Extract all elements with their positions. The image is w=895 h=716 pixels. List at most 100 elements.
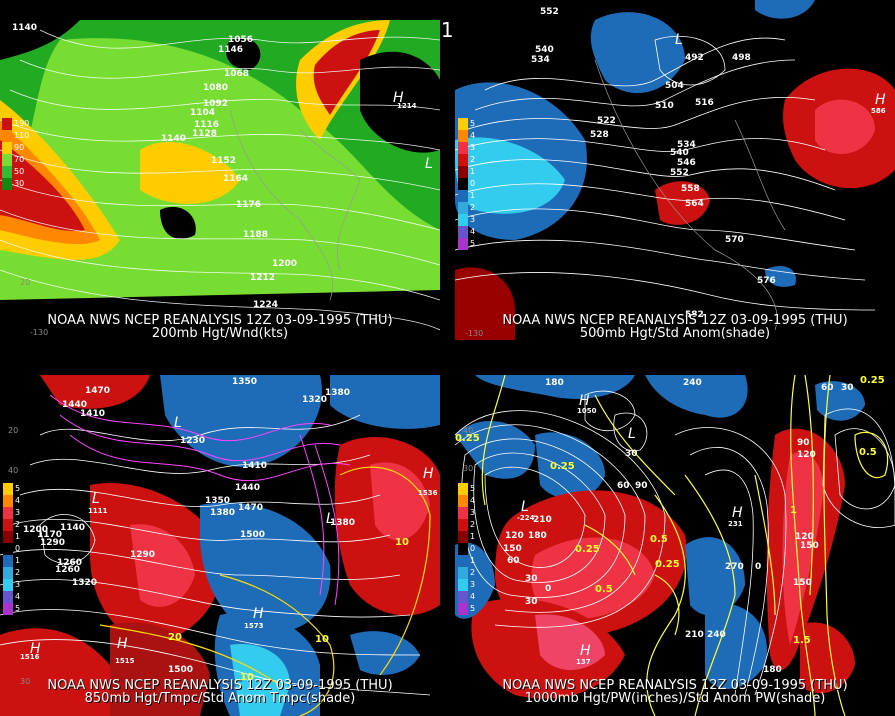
panel-caption-line1: NOAA NWS NCEP REANALYSIS 12Z 03-09-1995 … xyxy=(47,313,393,328)
legend-label: 4 xyxy=(15,496,21,505)
contour-label: 546 xyxy=(677,158,696,168)
contour-label: 60 xyxy=(507,556,520,566)
legend-label: 1 xyxy=(470,167,476,176)
legend-label: 0 xyxy=(15,544,21,553)
contour-label: 528 xyxy=(590,130,609,140)
contour-label: 534 xyxy=(677,140,696,150)
legend-label: 2 xyxy=(15,520,21,529)
contour-label: 150 xyxy=(800,541,819,551)
contour-label: 552 xyxy=(670,168,689,178)
contour-label: 30 xyxy=(841,383,854,393)
tick-label: 40 xyxy=(8,466,18,475)
contour-label: 1140 xyxy=(60,523,85,533)
legend-200mb: 190 110 90 70 50 30 xyxy=(2,118,29,190)
legend-label: 90 xyxy=(14,143,25,152)
center-value: 231 xyxy=(728,520,743,528)
legend-label: 5 xyxy=(470,604,476,613)
contour-label: 150 xyxy=(793,578,812,588)
legend-label: 5 xyxy=(15,604,21,613)
legend-label: 1 xyxy=(470,532,476,541)
panel-caption-line2: 500mb Hgt/Std Anom(shade) xyxy=(579,326,771,341)
contour-label: 1146 xyxy=(218,45,243,55)
panel-caption-line1: NOAA NWS NCEP REANALYSIS 12Z 03-09-1995 … xyxy=(47,678,393,693)
legend-label: 3 xyxy=(15,508,21,517)
contour-label: 30 xyxy=(525,597,538,607)
contour-label: 120 xyxy=(795,532,814,542)
legend-label: 1 xyxy=(15,532,21,541)
contour-label: 60 xyxy=(617,481,630,491)
contour-label: 1200 xyxy=(272,259,297,269)
contour-label: 1320 xyxy=(302,395,327,405)
center-value: 1050 xyxy=(577,407,597,415)
legend-850mb: 5 4 3 2 1 0 1 2 3 4 5 xyxy=(3,483,20,615)
contour-label: 534 xyxy=(531,55,550,65)
contour-label: 1212 xyxy=(250,273,275,283)
panel-caption-line2: 1000mb Hgt/PW(inches)/Std Anom PW(shade) xyxy=(524,691,826,706)
contour-label: 120 xyxy=(797,450,816,460)
legend-label: 4 xyxy=(470,496,476,505)
low-center: L xyxy=(521,499,529,515)
contour-label: 1152 xyxy=(211,156,236,166)
center-value: 137 xyxy=(576,658,591,666)
contour-label: 1410 xyxy=(242,461,267,471)
contour-label: 1140 xyxy=(12,23,37,33)
map-200mb: 20 -130 1056 1068 1080 1092 1104 1116 112… xyxy=(0,0,440,340)
contour-label: 1410 xyxy=(80,409,105,419)
legend-label: 50 xyxy=(14,167,25,176)
legend-label: 2 xyxy=(470,568,476,577)
tick-label: 20 xyxy=(8,426,18,435)
legend-label: 5 xyxy=(470,484,476,493)
contour-label: 540 xyxy=(670,148,689,158)
legend-label: 4 xyxy=(15,592,21,601)
tick-label: -120 xyxy=(585,329,603,338)
contour-label: 1380 xyxy=(210,508,235,518)
map-1000mb: 180 240 30 60 90 120 150 180 210 60 30 0… xyxy=(455,375,895,716)
legend-label: 5 xyxy=(15,484,21,493)
pw-label: 0.25 xyxy=(575,544,600,555)
legend-label: 4 xyxy=(470,131,476,140)
temp-label: 10 xyxy=(395,537,409,548)
contour-label: 516 xyxy=(695,98,714,108)
low-center: L xyxy=(92,491,100,507)
contour-label: 180 xyxy=(545,378,564,388)
center-value: 1516 xyxy=(20,653,40,661)
center-value: 1214 xyxy=(397,102,417,110)
panel-500mb: 552 540 534 492 498 504 510 516 522 528 … xyxy=(455,0,895,340)
contour-label: 1164 xyxy=(223,174,248,184)
tick-label: 30 xyxy=(463,464,473,473)
contour-label: 582 xyxy=(685,310,704,320)
contour-label: 1470 xyxy=(238,503,263,513)
center-value: 1515 xyxy=(115,657,135,665)
contour-label: 510 xyxy=(655,101,674,111)
low-center: L xyxy=(174,415,182,431)
pw-label: 0.25 xyxy=(455,433,480,444)
legend-label: 3 xyxy=(470,143,476,152)
contour-label: 1140 xyxy=(161,134,186,144)
panel-1000mb: 180 240 30 60 90 120 150 180 210 60 30 0… xyxy=(455,375,895,716)
contour-label: 1350 xyxy=(205,496,230,506)
contour-label: 1320 xyxy=(72,578,97,588)
tick-label: 20 xyxy=(20,278,30,287)
contour-label: 1056 xyxy=(228,35,253,45)
high-center: H xyxy=(30,641,41,657)
contour-label: 576 xyxy=(757,276,776,286)
contour-label: 1380 xyxy=(330,518,355,528)
contour-label: 1200 xyxy=(23,525,48,535)
center-value: 586 xyxy=(871,107,886,115)
temp-label: 20 xyxy=(168,632,182,643)
high-center: H xyxy=(579,393,590,409)
contour-label: 558 xyxy=(681,184,700,194)
legend-label: 3 xyxy=(15,580,21,589)
contour-label: 564 xyxy=(685,199,704,209)
legend-label: 110 xyxy=(14,131,30,140)
legend-label: 3 xyxy=(470,215,476,224)
legend-label: 4 xyxy=(470,227,476,236)
contour-label: 90 xyxy=(635,481,648,491)
contour-label: 1224 xyxy=(253,300,278,310)
legend-label: 4 xyxy=(470,592,476,601)
high-center: H xyxy=(732,505,743,521)
legend-label: 1 xyxy=(470,556,476,565)
legend-label: 190 xyxy=(14,119,30,128)
contour-label: 570 xyxy=(725,235,744,245)
pw-label: 1 xyxy=(790,505,797,516)
